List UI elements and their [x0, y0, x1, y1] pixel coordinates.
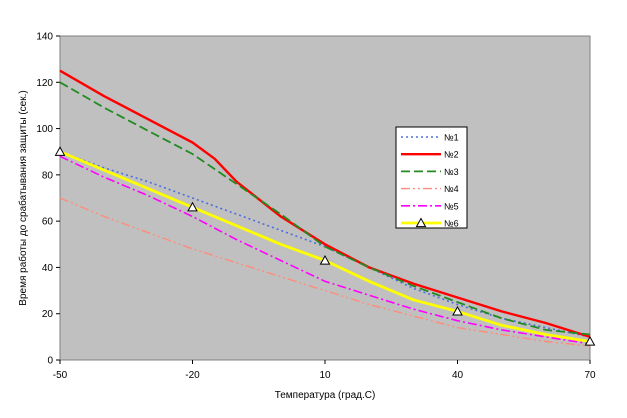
- x-tick-label: -50: [53, 370, 68, 381]
- series-3: [59, 81, 591, 336]
- legend-label: №2: [444, 150, 459, 160]
- x-tick-label: 10: [319, 370, 331, 381]
- legend-item: №1: [401, 133, 459, 143]
- y-tick-label: 20: [42, 309, 54, 320]
- legend-item: №6: [401, 217, 459, 229]
- series-line: [59, 197, 591, 347]
- legend-label: №4: [444, 184, 459, 194]
- legend-label: №5: [444, 201, 459, 211]
- legend-item: №5: [401, 201, 459, 211]
- series-line: [59, 69, 591, 339]
- series-line: [59, 155, 591, 345]
- legend-item: №3: [401, 167, 459, 177]
- legend: №1 №2 №3 №4 №5 №6: [395, 126, 468, 229]
- series-line: [59, 81, 591, 336]
- y-tick-label: 60: [42, 217, 54, 228]
- series-4: [59, 197, 591, 347]
- legend-item: №4: [401, 184, 459, 194]
- legend-item: №2: [401, 150, 459, 160]
- data-point-marker: [54, 146, 66, 156]
- data-point-marker: [187, 201, 198, 212]
- y-tick-label: 120: [36, 78, 53, 89]
- x-axis: -50 -20 10 40 70: [53, 360, 596, 381]
- series-5: [59, 155, 591, 345]
- y-axis: 0 20 40 60 80 100 120 140: [36, 32, 60, 367]
- legend-label: №1: [444, 133, 459, 143]
- series-2: [59, 69, 591, 339]
- data-point-marker: [452, 305, 463, 316]
- series-6: [54, 146, 596, 346]
- legend-label: №6: [444, 219, 459, 229]
- plot-area: [59, 35, 591, 361]
- legend-marker: [415, 217, 427, 228]
- y-tick-label: 100: [36, 124, 53, 135]
- y-tick-label: 140: [36, 32, 53, 43]
- x-axis-title: Температура (град.С): [275, 390, 376, 401]
- legend-label: №3: [444, 167, 459, 177]
- y-tick-label: 80: [42, 170, 54, 181]
- series-layer: [54, 69, 596, 347]
- legend-box: [395, 126, 468, 229]
- x-tick-label: 40: [452, 370, 464, 381]
- x-tick-label: -20: [185, 370, 200, 381]
- data-point-marker: [319, 254, 331, 265]
- x-tick-label: 70: [584, 370, 596, 381]
- y-tick-label: 0: [47, 356, 53, 367]
- y-axis-title: Время работы до срабатывания защиты (сек…: [17, 90, 29, 305]
- data-point-marker: [584, 335, 596, 346]
- y-tick-label: 40: [42, 263, 54, 274]
